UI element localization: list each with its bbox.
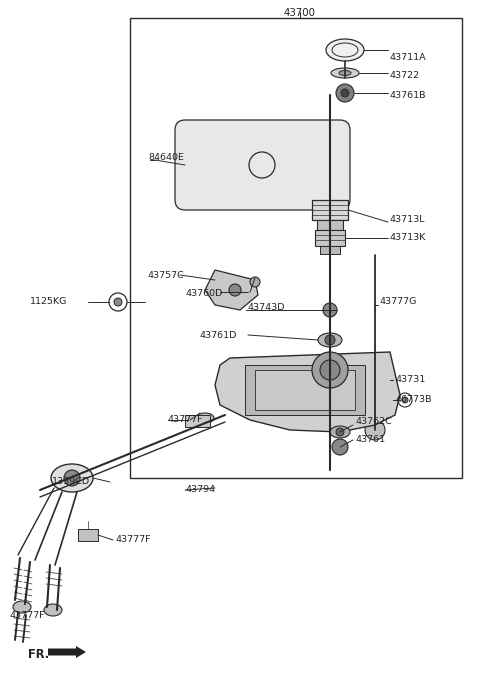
Circle shape — [365, 420, 385, 440]
Bar — [78, 529, 98, 541]
Polygon shape — [215, 352, 400, 432]
Text: 43777G: 43777G — [380, 297, 418, 307]
Text: 43777F: 43777F — [115, 536, 151, 544]
Circle shape — [332, 439, 348, 455]
Text: 43713K: 43713K — [390, 234, 426, 242]
Circle shape — [325, 335, 335, 345]
Text: 43762C: 43762C — [355, 418, 392, 427]
Circle shape — [250, 277, 260, 287]
Text: 43722: 43722 — [390, 72, 420, 81]
FancyBboxPatch shape — [175, 120, 350, 210]
Circle shape — [64, 470, 80, 486]
Ellipse shape — [196, 413, 214, 423]
Text: 43760D: 43760D — [185, 288, 222, 297]
Text: 43761B: 43761B — [390, 91, 427, 100]
Text: 1339CD: 1339CD — [52, 477, 90, 487]
Circle shape — [336, 84, 354, 102]
Bar — [312, 200, 348, 220]
Text: FR.: FR. — [28, 649, 49, 661]
Text: 43743D: 43743D — [248, 303, 286, 313]
Ellipse shape — [326, 39, 364, 61]
Text: 43700: 43700 — [284, 8, 316, 18]
Text: 43777F: 43777F — [10, 611, 46, 619]
Ellipse shape — [44, 604, 62, 616]
Bar — [255, 370, 355, 410]
Bar — [317, 220, 343, 230]
Text: 43713L: 43713L — [390, 215, 425, 225]
Ellipse shape — [318, 333, 342, 347]
Text: 1125KG: 1125KG — [30, 297, 67, 307]
Bar — [315, 230, 345, 246]
Ellipse shape — [339, 70, 351, 76]
Circle shape — [312, 352, 348, 388]
Bar — [130, 18, 462, 478]
Circle shape — [229, 284, 241, 296]
Text: 43794: 43794 — [185, 485, 215, 494]
Circle shape — [320, 360, 340, 380]
Circle shape — [341, 89, 349, 97]
Text: 43761D: 43761D — [200, 330, 238, 339]
FancyArrow shape — [48, 646, 86, 658]
Polygon shape — [205, 270, 258, 310]
Circle shape — [402, 397, 408, 403]
Text: 43711A: 43711A — [390, 53, 427, 62]
Text: 43761: 43761 — [355, 435, 385, 445]
Circle shape — [336, 428, 344, 436]
Text: 46773B: 46773B — [395, 395, 432, 404]
Circle shape — [323, 303, 337, 317]
Bar — [320, 246, 340, 254]
Circle shape — [114, 298, 122, 306]
Text: 43777F: 43777F — [168, 416, 204, 424]
Bar — [245, 365, 365, 415]
Text: 43757C: 43757C — [148, 271, 185, 280]
Text: 43731: 43731 — [395, 376, 425, 385]
Ellipse shape — [13, 601, 31, 613]
Ellipse shape — [331, 68, 359, 78]
Ellipse shape — [51, 464, 93, 492]
Text: 84640E: 84640E — [148, 154, 184, 162]
Bar — [185, 415, 210, 427]
Ellipse shape — [330, 426, 350, 438]
